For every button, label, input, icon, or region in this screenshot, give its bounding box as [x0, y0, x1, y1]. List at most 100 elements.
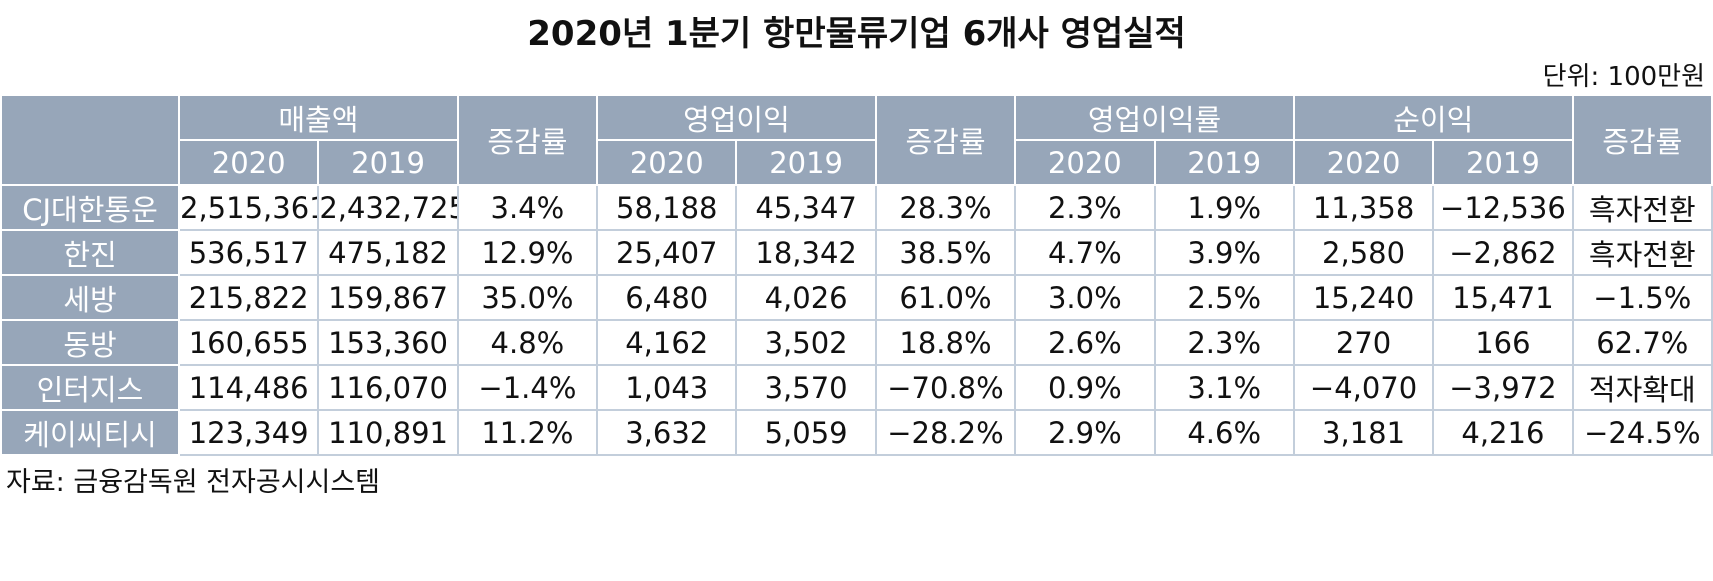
table-row: 케이씨티시 123,349 110,891 11.2% 3,632 5,059 −28.2%… [0, 409, 1713, 456]
year-header: 2020 [177, 139, 320, 186]
cell: 58,188 [596, 184, 738, 231]
cell: 흑자전환 [1571, 229, 1713, 276]
title: 2020년 1분기 항만물류기업 6개사 영업실적 [527, 14, 1186, 54]
cell: 4,026 [735, 274, 877, 321]
table-row: CJ대한통운 2,515,361 2,432,725 3.4% 58,188 45,347… [0, 184, 1713, 231]
year-header: 2019 [1432, 139, 1574, 186]
cell: 4.8% [456, 319, 599, 366]
year-header: 2020 [1292, 139, 1435, 186]
cell: 4.6% [1153, 409, 1295, 456]
group-header: 영업이익 [596, 94, 877, 141]
year-header: 2020 [596, 139, 738, 186]
cell: 4,162 [596, 319, 738, 366]
cell: 35.0% [456, 274, 599, 321]
cell: 25,407 [596, 229, 738, 276]
cell: −1.5% [1571, 274, 1713, 321]
cell: 61.0% [874, 274, 1017, 321]
cell: 3.9% [1153, 229, 1295, 276]
cell: 1.9% [1153, 184, 1295, 231]
cell: 536,517 [177, 229, 320, 276]
cell: 2.6% [1014, 319, 1156, 366]
cell: 3,570 [735, 364, 877, 411]
cell: 3.1% [1153, 364, 1295, 411]
cell: 15,471 [1432, 274, 1574, 321]
year-header: 2019 [735, 139, 877, 186]
cell: 4,216 [1432, 409, 1574, 456]
company-name: 한진 [0, 229, 180, 276]
cell: 3.0% [1014, 274, 1156, 321]
cell: −4,070 [1292, 364, 1435, 411]
cell: −3,972 [1432, 364, 1574, 411]
cell: 270 [1292, 319, 1435, 366]
cell: 2.3% [1153, 319, 1295, 366]
cell: 110,891 [317, 409, 459, 456]
cell: 2.3% [1014, 184, 1156, 231]
cell: 159,867 [317, 274, 459, 321]
group-header: 순이익 [1292, 94, 1574, 141]
year-row: 2020 2019 2020 2019 2020 2019 2020 2019 [1, 139, 1712, 186]
year-header: 2019 [1153, 139, 1295, 186]
company-name: 인터지스 [0, 364, 180, 411]
table-row: 동방 160,655 153,360 4.8% 4,162 3,502 18.8% 2.6% 2… [0, 319, 1713, 366]
cell: 116,070 [317, 364, 459, 411]
cell: 3.4% [456, 184, 599, 231]
unit: 단위: 100만원 [1542, 62, 1705, 92]
group-header: 매출액 [178, 94, 459, 141]
year-header: 2019 [317, 139, 459, 186]
group-header: 영업이익률 [1014, 94, 1295, 141]
cell: −70.8% [874, 364, 1017, 411]
cell: 28.3% [874, 184, 1017, 231]
cell: −12,536 [1432, 184, 1574, 231]
cell: 흑자전환 [1571, 184, 1713, 231]
cell: −24.5% [1571, 409, 1713, 456]
cell: 11,358 [1292, 184, 1435, 231]
table-body: CJ대한통운 2,515,361 2,432,725 3.4% 58,188 45,347… [0, 184, 1713, 456]
cell: 123,349 [177, 409, 320, 456]
cell: 15,240 [1292, 274, 1435, 321]
cell: 3,502 [735, 319, 877, 366]
cell: 2.5% [1153, 274, 1295, 321]
group-header: 증감률 [1571, 94, 1713, 186]
cell: 166 [1432, 319, 1574, 366]
year-header: 2020 [1014, 139, 1156, 186]
cell: 3,632 [596, 409, 738, 456]
company-name: 케이씨티시 [0, 409, 180, 456]
cell: 4.7% [1014, 229, 1156, 276]
cell: 2,580 [1292, 229, 1435, 276]
cell: 11.2% [456, 409, 599, 456]
cell: 475,182 [317, 229, 459, 276]
cell: 0.9% [1014, 364, 1156, 411]
cell: 12.9% [456, 229, 599, 276]
cell: 2,432,725 [317, 184, 459, 231]
company-name: CJ대한통운 [0, 184, 180, 231]
cell: −1.4% [456, 364, 599, 411]
cell: 160,655 [177, 319, 320, 366]
cell: 18.8% [874, 319, 1017, 366]
table-row: 세방 215,822 159,867 35.0% 6,480 4,026 61.0% 3.0%… [0, 274, 1713, 321]
cell: 18,342 [735, 229, 877, 276]
cell: 1,043 [596, 364, 738, 411]
cell: −28.2% [874, 409, 1017, 456]
table-row: 한진 536,517 475,182 12.9% 25,407 18,342 38.5% 4.… [0, 229, 1713, 276]
cell: 45,347 [735, 184, 877, 231]
corner-cell [0, 94, 180, 186]
cell: −2,862 [1432, 229, 1574, 276]
cell: 153,360 [317, 319, 459, 366]
cell: 38.5% [874, 229, 1017, 276]
cell: 3,181 [1292, 409, 1435, 456]
cell: 적자확대 [1571, 364, 1713, 411]
cell: 2.9% [1014, 409, 1156, 456]
cell: 215,822 [177, 274, 320, 321]
company-name: 세방 [0, 274, 180, 321]
cell: 6,480 [596, 274, 738, 321]
cell: 114,486 [177, 364, 320, 411]
cell: 5,059 [735, 409, 877, 456]
group-header: 증감률 [456, 94, 599, 186]
cell: 62.7% [1571, 319, 1713, 366]
table-row: 인터지스 114,486 116,070 −1.4% 1,043 3,570 −70.8% 0… [0, 364, 1713, 411]
table: 매출액 증감률 영업이익 증감률 영업이익률 순이익 증감률 2020 2019 2… [0, 94, 1713, 456]
company-name: 동방 [0, 319, 180, 366]
source: 자료: 금융감독원 전자공시시스템 [6, 467, 381, 498]
group-header: 증감률 [874, 94, 1017, 186]
